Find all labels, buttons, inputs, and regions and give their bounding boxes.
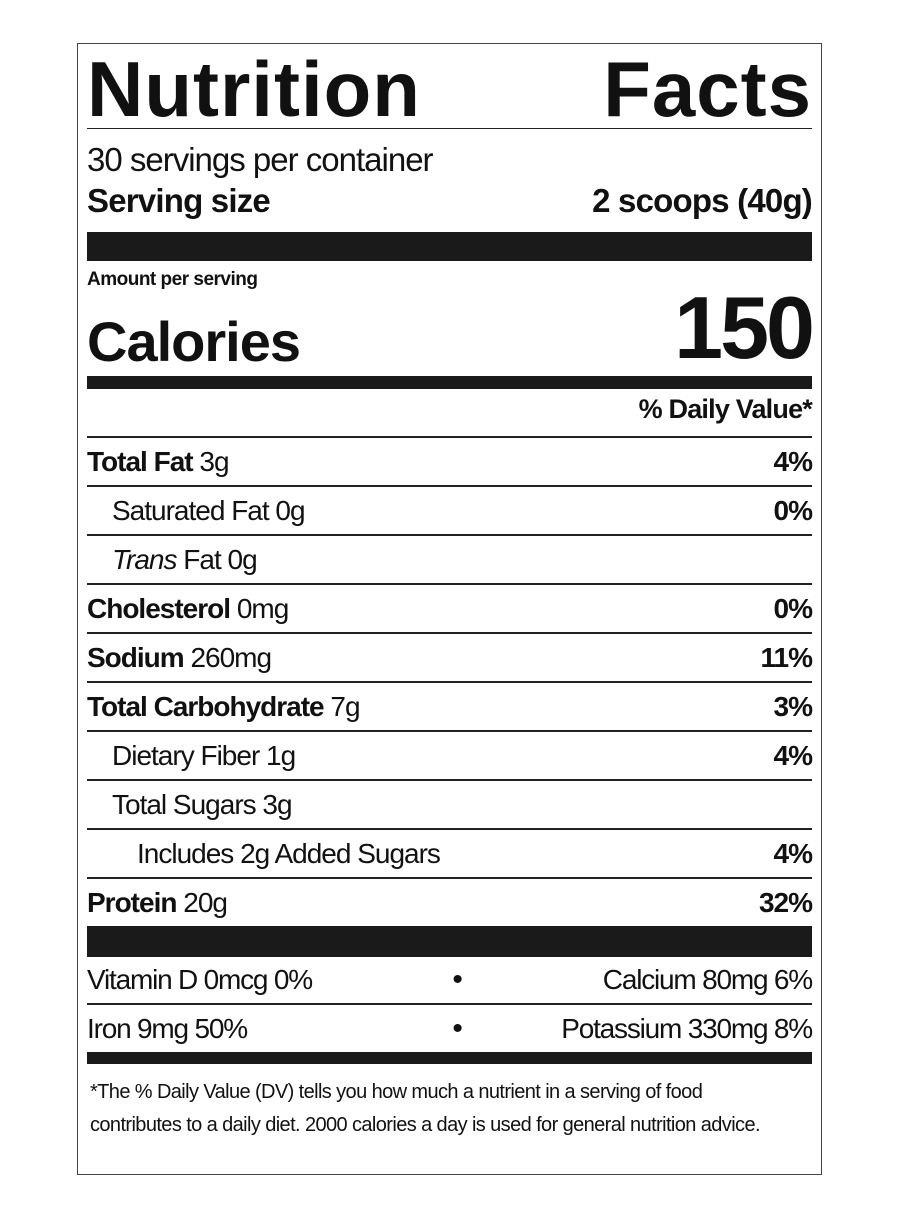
vitamin: Iron 9mg 50%	[87, 1012, 248, 1044]
vitamin-list: Vitamin D 0mcg 0% • Calcium 80mg 6% Iron 9…	[87, 956, 813, 1052]
vitamin: Vitamin D 0mcg 0%	[87, 963, 313, 995]
nutrient-name: Includes 2g Added Sugars	[137, 837, 441, 869]
thick-bar	[87, 232, 812, 261]
nutrient-row: Protein 20g 32%	[87, 877, 813, 926]
nutrient: Trans Fat 0g	[112, 543, 258, 576]
nutrient-name-italic: Trans	[112, 543, 177, 575]
nutrient-row: Dietary Fiber 1g 4%	[87, 730, 813, 779]
nutrient-amount: 260mg	[190, 641, 272, 673]
nutrient-row: Total Sugars 3g	[87, 779, 812, 828]
nutrient-name: Fat 0g	[183, 543, 257, 575]
nutrient-row: Includes 2g Added Sugars 4%	[87, 828, 813, 877]
serving-size-value: 2 scoops (40g)	[592, 182, 813, 219]
calories: Calories 150	[87, 278, 815, 377]
medium-bar	[87, 376, 812, 389]
nutrient: Cholesterol 0mg	[87, 592, 289, 625]
nutrient-dv: 32%	[758, 886, 813, 918]
nutrient-dv: 4%	[773, 445, 813, 477]
dv-header: % Daily Value*	[638, 394, 813, 424]
nutrient-row: Saturated Fat 0g 0%	[87, 485, 813, 534]
vitamin-row: Iron 9mg 50% • Potassium 330mg 8%	[87, 1005, 813, 1052]
nutrient-row: Sodium 260mg 11%	[87, 632, 813, 681]
nutrient-row: Total Fat 3g 4%	[87, 436, 813, 485]
nutrient-name: Saturated Fat 0g	[112, 494, 306, 526]
nutrient-dv: 0%	[773, 494, 813, 526]
nutrition-label: Nutrition Facts 30 servings per containe…	[77, 43, 822, 1175]
vitamin: Potassium 330mg 8%	[561, 1012, 813, 1044]
medium-bar	[87, 1052, 812, 1064]
title: Nutrition Facts	[87, 45, 812, 133]
nutrient: Sodium 260mg	[87, 641, 272, 674]
nutrient-row: Trans Fat 0g	[87, 534, 812, 583]
serving-size: Serving size 2 scoops (40g)	[87, 182, 813, 220]
calories-label: Calories	[87, 310, 301, 373]
nutrient-name: Total Sugars 3g	[112, 788, 293, 820]
nutrient-dv: 0%	[773, 592, 813, 624]
nutrient: Total Carbohydrate 7g	[87, 690, 361, 723]
amount-per-serving: Amount per serving	[87, 269, 258, 290]
thick-bar	[87, 926, 812, 957]
nutrient-name: Total Carbohydrate	[87, 690, 325, 722]
nutrient-dv: 4%	[773, 739, 813, 771]
nutrient-dv: 4%	[773, 837, 813, 869]
nutrient-row: Cholesterol 0mg 0%	[87, 583, 813, 632]
nutrient-amount: 0mg	[236, 592, 289, 624]
nutrient-list: Total Fat 3g 4% Saturated Fat 0g 0% Trans …	[87, 436, 813, 926]
nutrient-amount: 20g	[183, 886, 228, 918]
servings: 30 servings per container	[87, 141, 434, 178]
nutrient-name: Total Fat	[87, 445, 194, 477]
nutrient: Total Fat 3g	[87, 445, 230, 478]
nutrient-name: Protein	[87, 886, 177, 918]
footnote: *The % Daily Value (DV) tells you how mu…	[90, 1081, 761, 1136]
nutrient-name: Cholesterol	[87, 592, 231, 624]
nutrient-row: Total Carbohydrate 7g 3%	[87, 681, 813, 730]
nutrient-dv: 3%	[773, 690, 813, 722]
nutrient-dv: 11%	[760, 641, 813, 673]
serving-size-label: Serving size	[87, 182, 271, 219]
nutrient-amount: 7g	[330, 690, 360, 722]
nutrient-name: Sodium	[87, 641, 185, 673]
vitamin: Calcium 80mg 6%	[602, 963, 813, 995]
bullet: •	[452, 1011, 463, 1045]
rule	[87, 128, 812, 129]
nutrient: Protein 20g	[87, 886, 228, 919]
nutrient-name: Dietary Fiber 1g	[112, 739, 296, 771]
bullet: •	[452, 962, 463, 996]
nutrient-amount: 3g	[199, 445, 229, 477]
calories-value: 150	[674, 278, 815, 377]
vitamin-row: Vitamin D 0mcg 0% • Calcium 80mg 6%	[87, 956, 813, 1005]
